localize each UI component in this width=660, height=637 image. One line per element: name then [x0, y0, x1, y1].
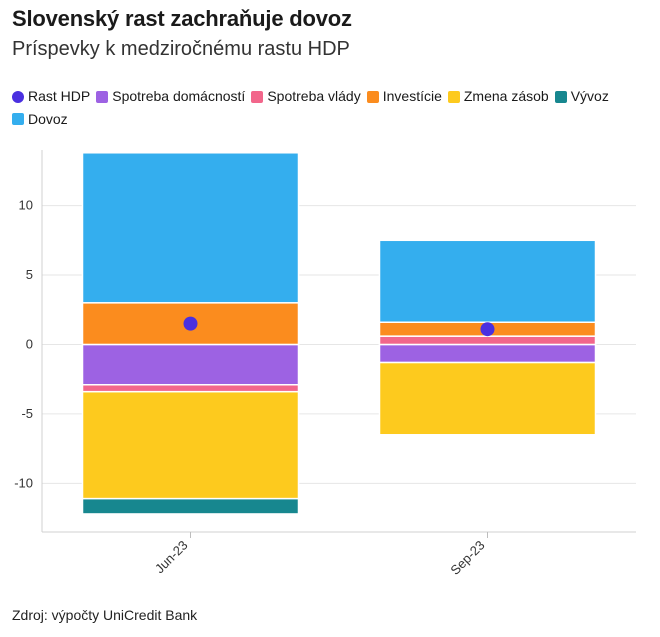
legend-item: Vývoz: [554, 86, 609, 107]
legend-label: Dovoz: [28, 110, 68, 127]
legend-label: Rast HDP: [28, 88, 91, 104]
gdp-growth-marker: [480, 322, 495, 337]
legend-label: Zmena zásob: [463, 88, 549, 104]
legend-swatch: [447, 90, 460, 103]
legend-label: Spotreba vlády: [267, 88, 361, 104]
bar-segment-spotreba-dom-cnost-: [81, 343, 300, 386]
legend-item: Spotreba domácností: [96, 86, 245, 107]
legend-swatch: [366, 90, 379, 103]
x-tick-label: Sep-23: [447, 538, 487, 578]
chart-title: Slovenský rast zachraňuje dovoz: [12, 6, 352, 31]
legend-swatch: [12, 113, 24, 125]
y-tick-label: -10: [14, 475, 33, 490]
bar-segment-spotreba-dom-cnost-: [378, 343, 597, 364]
legend-item: Dovoz: [12, 109, 68, 130]
x-tick-label: Jun-23: [152, 538, 191, 577]
chart-plot-area: -10 -5 0 5 10 Jun-23 Sep-23: [14, 150, 636, 578]
y-tick-label: 10: [19, 198, 33, 213]
y-tick-label: 0: [26, 336, 33, 351]
legend-swatch: [251, 90, 264, 103]
chart-legend: Rast HDP Spotreba domácností Spotreba vlád…: [12, 86, 652, 131]
source-note: Zdroj: výpočty UniCredit Bank: [12, 607, 198, 623]
legend-label: Spotreba domácností: [112, 88, 246, 104]
legend-item: Zmena zásob: [447, 86, 549, 107]
legend-label: Investície: [382, 88, 442, 104]
bar-segment-spotreba-vl-dy: [81, 384, 300, 393]
y-tick-label: -5: [21, 406, 33, 421]
legend-label: Vývoz: [570, 88, 609, 104]
bar-segment-zmena-z-sob: [81, 390, 300, 500]
legend-swatch: [12, 90, 24, 103]
bar-segment-spotreba-vl-dy: [378, 335, 597, 346]
legend-swatch: [554, 90, 567, 103]
legend-swatch: [96, 90, 109, 103]
bar-segment-dovoz: [378, 239, 597, 323]
chart-subtitle: Príspevky k medziročnému rastu HDP: [12, 38, 350, 60]
legend-item: Investície: [366, 86, 442, 107]
legend-item: Rast HDP: [12, 86, 90, 107]
bar-segment-v-voz: [81, 497, 300, 515]
bar-segment-zmena-z-sob: [378, 361, 597, 436]
legend-item: Spotreba vlády: [251, 86, 361, 107]
y-tick-label: 5: [26, 267, 33, 282]
gdp-growth-marker: [183, 316, 198, 331]
bar-segment-dovoz: [81, 152, 300, 304]
